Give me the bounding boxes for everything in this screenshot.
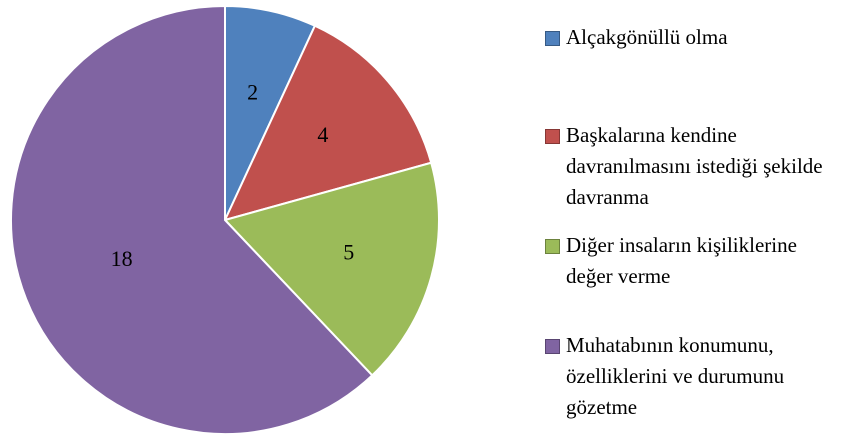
value-label: 18 (111, 246, 133, 271)
value-label: 5 (343, 239, 354, 264)
pie-slice (223, 161, 440, 377)
legend-entry: Diğer insaların kişiliklerine değer verm… (545, 230, 835, 292)
legend-swatch (545, 339, 560, 354)
value-label: 2 (247, 80, 258, 105)
legend-entry: Alçakgönüllü olma (545, 22, 835, 53)
pie-slice (10, 4, 374, 435)
legend-label: Alçakgönüllü olma (566, 25, 728, 49)
value-label: 4 (317, 122, 328, 147)
legend-swatch (545, 239, 560, 254)
legend-label: Başkalarına kendine davranılmasını isted… (566, 123, 823, 209)
legend-label: Diğer insaların kişiliklerine değer verm… (566, 233, 797, 288)
legend-swatch (545, 129, 560, 144)
pie-slice (223, 24, 433, 222)
legend-label: Muhatabının konumunu, özelliklerini ve d… (566, 333, 785, 419)
legend-entry: Başkalarına kendine davranılmasını isted… (545, 120, 835, 213)
chart: 2 4 5 18 (10, 4, 440, 435)
legend-entry: Muhatabının konumunu, özelliklerini ve d… (545, 330, 835, 423)
legend-swatch (545, 31, 560, 46)
